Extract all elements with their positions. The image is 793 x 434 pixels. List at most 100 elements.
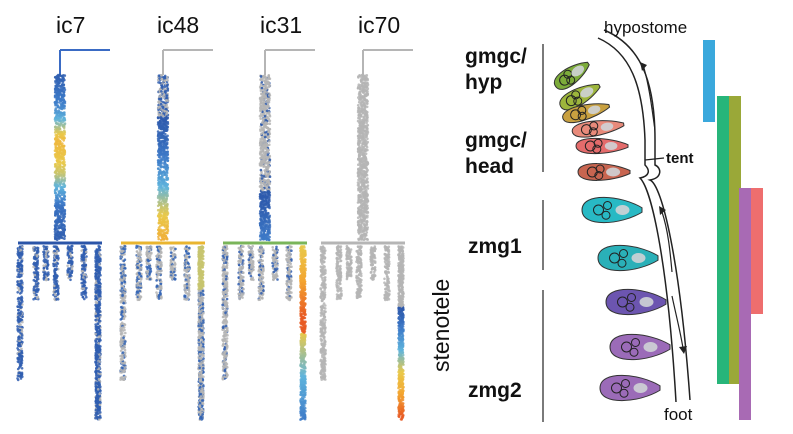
cell-body [599,374,661,402]
column-outline-outer [603,29,691,401]
stage-bar-2 [729,96,741,384]
cell-granule [619,388,629,398]
hypostome-label: hypostome [604,18,688,37]
tree-leaf [257,245,265,302]
zone-label-zmg1: zmg1 [468,235,522,258]
cell-nucleus [606,167,621,177]
tree-label-ic48: ic48 [157,12,200,38]
cell-granule [629,347,639,357]
cell-nucleus [643,342,658,352]
cell-granule [625,302,635,312]
tree-ic7 [16,49,110,421]
cell-granule [627,293,636,302]
column-outline-inner [597,37,677,403]
cell-granule [617,258,627,268]
zone-label-zmg2: zmg2 [468,379,522,402]
cell-0 [553,61,590,90]
cell-granule [589,121,599,131]
cell-nucleus [631,253,646,263]
cell-body [577,163,631,181]
cell-granule [593,204,604,216]
cell-granule [566,75,576,85]
cell-granule [609,252,620,264]
tree-leaf [16,245,24,382]
tree-leaf [285,244,293,302]
tree-leaf [369,245,377,281]
tree-leaf [145,245,153,281]
cell-nucleus [571,65,585,77]
stage-bar-0 [703,40,715,122]
zone-gmgc-head-line2: head [465,155,515,178]
tree-leaf [345,244,353,281]
cell-granule [603,201,612,210]
tree-leaf [335,244,343,301]
tree-leaf [119,244,127,382]
tree-leaf [197,245,205,421]
tree-leaf [299,245,307,421]
cell-granule [594,171,604,180]
cell-granule [595,164,605,174]
cell-granule [577,111,587,121]
stenotele-label: stenotele [428,278,454,372]
tree-leaf [271,245,279,282]
cell-granule [563,69,573,79]
tree-ic48 [119,49,213,421]
arrow-up-zmg [661,211,673,273]
cell-granule [601,210,611,220]
cell-granule [577,105,587,115]
tree-leaf [80,244,88,301]
tree-trunk [258,74,272,242]
cell-body [605,288,667,316]
cell-10 [599,374,661,402]
cell-nucleus [615,205,630,215]
cell-nucleus [633,383,648,393]
cell-granule [617,296,628,308]
tree-trunk [356,73,370,242]
cell-nucleus [600,122,614,131]
cell-nucleus [639,297,654,307]
tree-leaf [397,245,405,421]
cell-granule [571,90,581,100]
tree-leaf [42,245,50,282]
tree-leaf [155,245,163,300]
zone-label-gmgc-hyp: gmgc/ hyp [465,44,527,96]
cell-4 [575,137,629,155]
tree-leaf [247,244,255,282]
cell-body [609,333,671,361]
stage-bar-3 [739,188,751,420]
cell-7 [597,244,659,272]
tent-tick [644,157,665,161]
cell-nucleus [580,87,594,98]
cell-body [597,244,659,272]
cell-5 [577,163,631,181]
cell-8 [605,288,667,316]
tree-leaf [319,245,327,381]
tree-ic70 [319,49,413,421]
zone-gmgc-hyp-line2: hyp [465,71,503,94]
cell-9 [609,333,671,361]
tree-ic31 [221,49,315,421]
tree-leaf [52,245,60,302]
cell-granule [621,379,630,388]
cell-granule [621,341,632,353]
zone-gmgc-head-line1: gmgc/ [465,129,527,152]
tree-label-ic31: ic31 [260,12,303,38]
tree-leaf [355,245,363,300]
tree-trunk [53,73,67,241]
zone-gmgc-hyp-line1: gmgc/ [465,45,527,68]
cell-3 [571,120,625,138]
cell-granule [631,338,640,347]
cell-nucleus [587,105,601,115]
tree-leaf [66,244,74,282]
cell-2 [562,103,611,124]
tree-leaf [183,245,191,301]
cell-granule [593,138,603,148]
tent-label: tent [666,150,694,167]
tree-leaf [169,246,177,281]
cell-granule [592,144,602,154]
cell-granule [588,127,598,137]
tree-leaf [32,246,40,301]
cell-body [581,196,643,224]
